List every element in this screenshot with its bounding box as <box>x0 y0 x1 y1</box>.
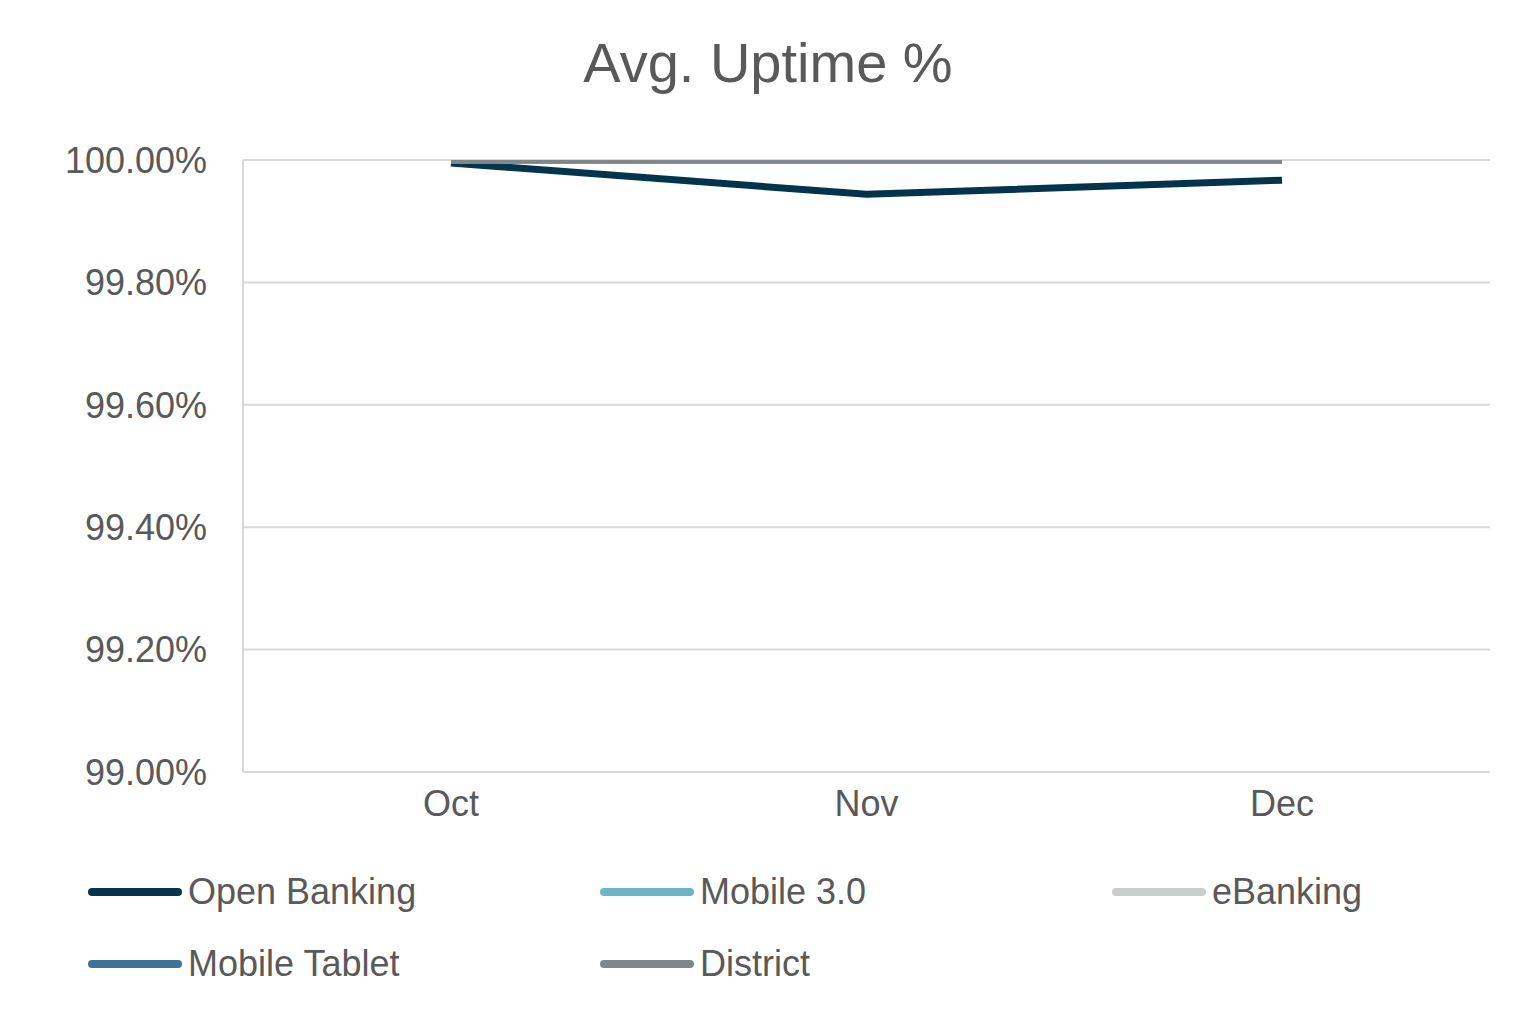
html-text:Open Banking: Open Banking <box>188 871 417 912</box>
svg-text:99.20%: 99.20% <box>85 629 207 670</box>
svg-text:99.40%: 99.40% <box>85 507 207 548</box>
html-text:Mobile Tablet: Mobile Tablet <box>188 943 400 984</box>
html-text:Avg. Uptime %: Avg. Uptime % <box>583 31 953 94</box>
svg-text:99.00%: 99.00% <box>85 752 207 793</box>
html-text:Mobile 3.0: Mobile 3.0 <box>700 871 867 912</box>
svg-text:Dec: Dec <box>1250 783 1314 824</box>
svg-text:Nov: Nov <box>834 783 898 824</box>
html-text:eBanking: eBanking <box>1212 871 1363 912</box>
svg-text:99.60%: 99.60% <box>85 385 207 426</box>
html-text:District: District <box>700 943 810 984</box>
svg-text:100.00%: 100.00% <box>65 140 207 181</box>
svg-text:Oct: Oct <box>423 783 479 824</box>
svg-text:99.80%: 99.80% <box>85 262 207 303</box>
